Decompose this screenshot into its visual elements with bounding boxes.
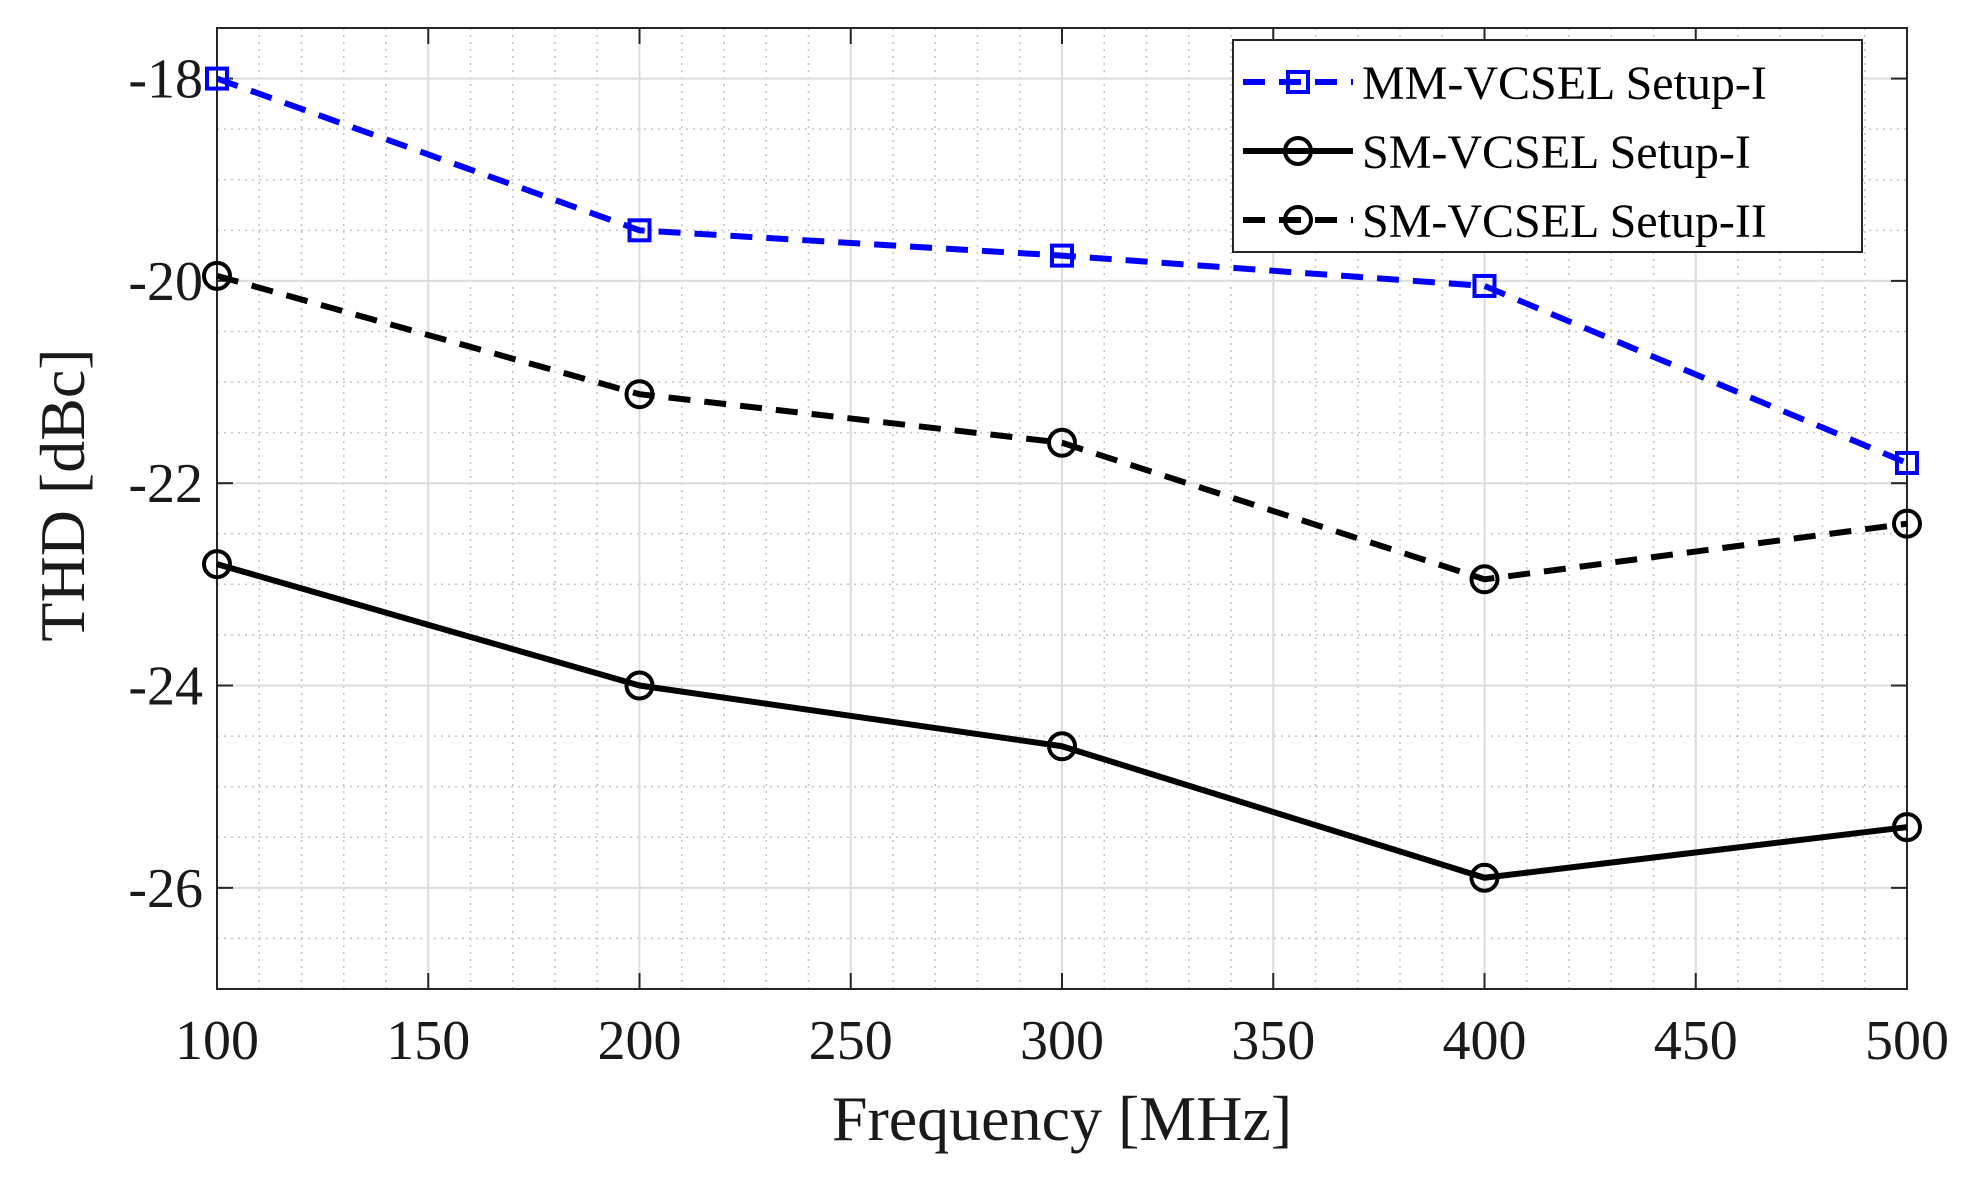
series-line <box>215 75 1909 466</box>
x-tick-label: 350 <box>1231 1010 1315 1072</box>
x-tick-labels: 100 150 200 250 300 350 400 450 500 <box>175 1010 1949 1072</box>
y-tick-labels: -18 -20 -22 -24 -26 <box>128 49 203 920</box>
x-tick-label: 200 <box>598 1010 682 1072</box>
data-point <box>1895 450 1919 475</box>
legend: MM-VCSEL Setup-I SM-VCSEL Setup-I SM-VCSEL… <box>1232 39 1863 253</box>
x-axis-title: Frequency [MHz] <box>832 1083 1292 1154</box>
data-point <box>1469 862 1500 893</box>
data-point <box>1472 273 1497 298</box>
legend-label: SM-VCSEL Setup-II <box>1362 195 1767 248</box>
data-point <box>624 670 655 701</box>
x-tick-label: 300 <box>1020 1010 1104 1072</box>
y-tick-label: -22 <box>128 453 203 515</box>
series-2 <box>202 549 1922 893</box>
legend-items: MM-VCSEL Setup-I SM-VCSEL Setup-I SM-VCSEL… <box>1243 57 1767 248</box>
x-tick-label: 500 <box>1865 1010 1949 1072</box>
data-point <box>205 66 229 91</box>
x-tick-label: 150 <box>386 1010 470 1072</box>
data-point <box>624 379 655 410</box>
data-point <box>1892 508 1922 539</box>
data-point <box>1050 243 1074 268</box>
data-point <box>1892 812 1922 843</box>
data-point <box>202 260 232 291</box>
data-point <box>627 218 652 243</box>
data-point <box>1047 427 1077 458</box>
data-point <box>1047 731 1077 762</box>
legend-entry: SM-VCSEL Setup-II <box>1243 195 1767 248</box>
legend-entry: MM-VCSEL Setup-I <box>1243 57 1767 110</box>
legend-label: MM-VCSEL Setup-I <box>1362 57 1767 110</box>
y-tick-label: -20 <box>128 251 203 313</box>
x-tick-label: 100 <box>175 1010 259 1072</box>
y-tick-label: -26 <box>128 858 203 920</box>
x-tick-label: 400 <box>1443 1010 1527 1072</box>
legend-box <box>1232 39 1863 253</box>
legend-entry: SM-VCSEL Setup-I <box>1243 126 1751 179</box>
data-point <box>202 549 232 580</box>
legend-marker <box>1283 205 1313 235</box>
series-1 <box>205 66 1919 475</box>
data-point <box>1469 564 1500 595</box>
y-tick-label: -24 <box>128 656 203 718</box>
y-tick-label: -18 <box>128 49 203 111</box>
x-tick-label: 250 <box>809 1010 893 1072</box>
legend-label: SM-VCSEL Setup-I <box>1362 126 1751 179</box>
legend-marker <box>1286 70 1310 94</box>
series-line <box>216 561 1908 881</box>
series-line <box>216 272 1908 583</box>
series-layer <box>202 66 1922 893</box>
x-tick-label: 450 <box>1654 1010 1738 1072</box>
y-axis-title: THD [dBc] <box>27 348 98 641</box>
legend-marker <box>1283 136 1313 166</box>
series-3 <box>202 260 1922 595</box>
